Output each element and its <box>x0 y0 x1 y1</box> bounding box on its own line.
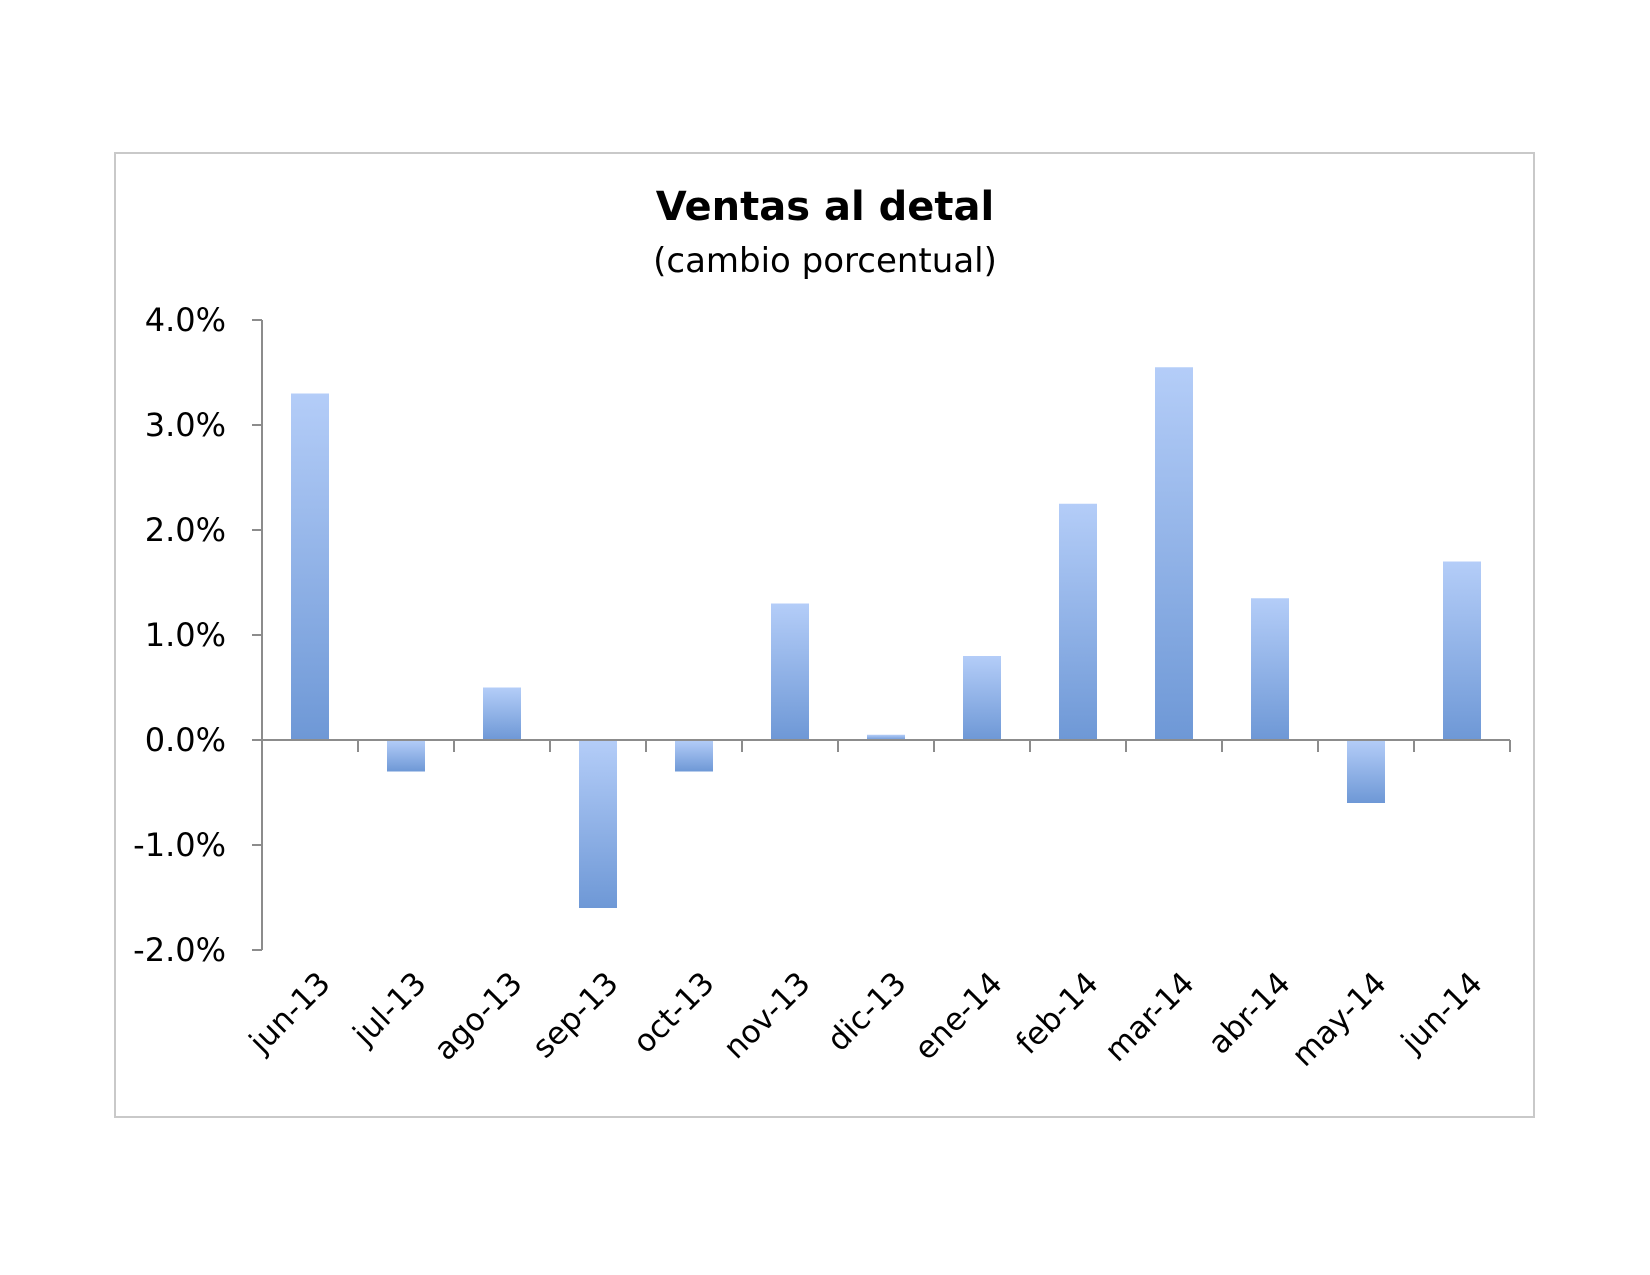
bar-jun-14 <box>1443 561 1481 740</box>
x-tick-label: dic-13 <box>820 965 913 1058</box>
y-tick-label: 3.0% <box>145 406 226 444</box>
chart-frame <box>114 152 1535 1118</box>
x-tick-label: mar-14 <box>1098 965 1202 1069</box>
x-tick-label: abr-14 <box>1201 965 1297 1061</box>
x-tick-label: jun-13 <box>242 965 338 1061</box>
y-tick-label: 2.0% <box>145 511 226 549</box>
x-tick-label: jun-14 <box>1394 965 1490 1061</box>
axes <box>261 320 1510 950</box>
y-axis-ticks: 4.0% 3.0% 2.0% 1.0% 0.0% -1.0% -2.0% <box>133 301 262 969</box>
chart-subtitle: (cambio porcentual) <box>653 241 997 281</box>
x-tick-label: may-14 <box>1285 965 1394 1074</box>
bar-mar-14 <box>1155 367 1193 740</box>
bar-jun-13 <box>291 393 329 740</box>
y-tick-label: 4.0% <box>145 301 226 339</box>
x-tick-label: feb-14 <box>1009 965 1105 1061</box>
bar-oct-13 <box>675 740 713 772</box>
x-tick-label: sep-13 <box>526 965 626 1065</box>
bar-dic-13 <box>867 734 905 740</box>
bar-ago-13 <box>483 687 521 740</box>
bars <box>291 367 1481 908</box>
x-tick-label: ene-14 <box>908 965 1010 1067</box>
bar-jul-13 <box>387 740 425 772</box>
y-tick-label: -1.0% <box>133 826 226 864</box>
bar-nov-13 <box>771 603 809 740</box>
x-tick-label: nov-13 <box>717 965 818 1066</box>
x-tick-label: jul-13 <box>346 965 434 1053</box>
bar-sep-13 <box>579 740 617 908</box>
y-tick-label: 0.0% <box>145 721 226 759</box>
bar-ene-14 <box>963 656 1001 740</box>
bar-feb-14 <box>1059 503 1097 740</box>
bar-may-14 <box>1347 740 1385 803</box>
x-tick-label: oct-13 <box>626 965 721 1060</box>
chart-title: Ventas al detal <box>656 184 994 230</box>
y-tick-label: 1.0% <box>145 616 226 654</box>
bar-abr-14 <box>1251 598 1289 740</box>
x-tick-label: ago-13 <box>427 965 529 1067</box>
y-tick-label: -2.0% <box>133 931 226 969</box>
